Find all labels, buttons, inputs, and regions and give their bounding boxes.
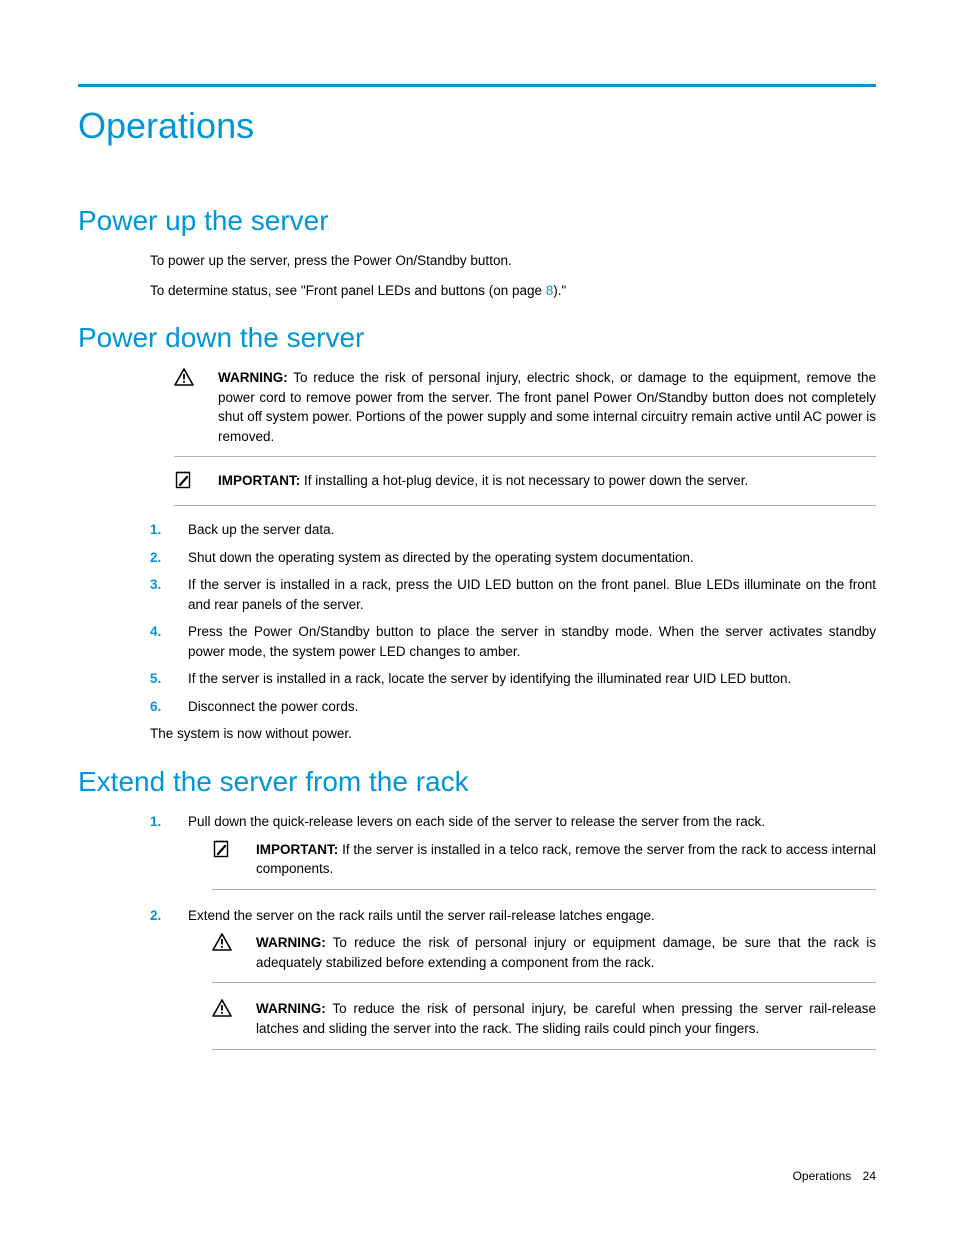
list-item: 4.Press the Power On/Standby button to p… <box>150 622 876 661</box>
list-item: 1.Back up the server data. <box>150 520 876 540</box>
page-footer: Operations 24 <box>793 1169 876 1183</box>
important-power-down: IMPORTANT: If installing a hot-plug devi… <box>174 471 876 506</box>
heading-power-up: Power up the server <box>78 205 876 237</box>
step-number: 2. <box>150 906 188 926</box>
step-text: Pull down the quick-release levers on ea… <box>188 812 876 832</box>
important-icon <box>174 471 218 495</box>
step-text: If the server is installed in a rack, pr… <box>188 575 876 614</box>
step-number: 1. <box>150 812 188 832</box>
power-up-p2: To determine status, see "Front panel LE… <box>150 281 876 301</box>
power-up-p1: To power up the server, press the Power … <box>150 251 876 271</box>
warning-extend-2: WARNING: To reduce the risk of personal … <box>212 999 876 1049</box>
warning-label: WARNING: <box>218 370 288 385</box>
list-item: 3.If the server is installed in a rack, … <box>150 575 876 614</box>
important-icon <box>212 840 256 864</box>
list-item: 2.Shut down the operating system as dire… <box>150 548 876 568</box>
extend-step2-list: 2.Extend the server on the rack rails un… <box>150 906 876 926</box>
list-item: 2.Extend the server on the rack rails un… <box>150 906 876 926</box>
step-text: Extend the server on the rack rails unti… <box>188 906 876 926</box>
heading-extend: Extend the server from the rack <box>78 766 876 798</box>
warning-extend-1: WARNING: To reduce the risk of personal … <box>212 933 876 983</box>
step-text: Shut down the operating system as direct… <box>188 548 876 568</box>
warning-label: WARNING: <box>256 935 326 950</box>
important-label: IMPORTANT: <box>218 473 300 488</box>
warning-icon <box>212 999 256 1023</box>
important-text: If the server is installed in a telco ra… <box>256 842 876 877</box>
page-content: Operations Power up the server To power … <box>0 0 954 1132</box>
section-power-up: Power up the server To power up the serv… <box>78 205 876 300</box>
power-down-steps: 1.Back up the server data. 2.Shut down t… <box>150 520 876 717</box>
important-extend: IMPORTANT: If the server is installed in… <box>212 840 876 890</box>
step-number: 2. <box>150 548 188 568</box>
warning-icon <box>212 933 256 957</box>
power-down-closing: The system is now without power. <box>150 724 876 744</box>
power-up-p2-pre: To determine status, see "Front panel LE… <box>150 283 546 298</box>
step-text: Disconnect the power cords. <box>188 697 876 717</box>
warning-text: To reduce the risk of personal injury or… <box>256 935 876 970</box>
extend-step1-list: 1.Pull down the quick-release levers on … <box>150 812 876 832</box>
power-up-p2-post: )." <box>553 283 566 298</box>
step-number: 3. <box>150 575 188 614</box>
section-power-down: Power down the server WARNING: To reduce… <box>78 322 876 744</box>
section-extend: Extend the server from the rack 1.Pull d… <box>78 766 876 1050</box>
step-number: 1. <box>150 520 188 540</box>
page-title: Operations <box>78 105 876 147</box>
warning-label: WARNING: <box>256 1001 326 1016</box>
step-text: Back up the server data. <box>188 520 876 540</box>
important-text: If installing a hot-plug device, it is n… <box>304 473 748 488</box>
warning-text: To reduce the risk of personal injury, b… <box>256 1001 876 1036</box>
step-text: Press the Power On/Standby button to pla… <box>188 622 876 661</box>
warning-icon <box>174 368 218 392</box>
footer-section: Operations <box>793 1169 852 1183</box>
step-text: If the server is installed in a rack, lo… <box>188 669 876 689</box>
step-number: 5. <box>150 669 188 689</box>
list-item: 1.Pull down the quick-release levers on … <box>150 812 876 832</box>
warning-power-down: WARNING: To reduce the risk of personal … <box>174 368 876 457</box>
warning-text: To reduce the risk of personal injury, e… <box>218 370 876 444</box>
list-item: 6.Disconnect the power cords. <box>150 697 876 717</box>
important-label: IMPORTANT: <box>256 842 338 857</box>
list-item: 5.If the server is installed in a rack, … <box>150 669 876 689</box>
step-number: 4. <box>150 622 188 661</box>
heading-power-down: Power down the server <box>78 322 876 354</box>
top-rule <box>78 84 876 87</box>
step-number: 6. <box>150 697 188 717</box>
footer-page-number: 24 <box>863 1169 876 1183</box>
